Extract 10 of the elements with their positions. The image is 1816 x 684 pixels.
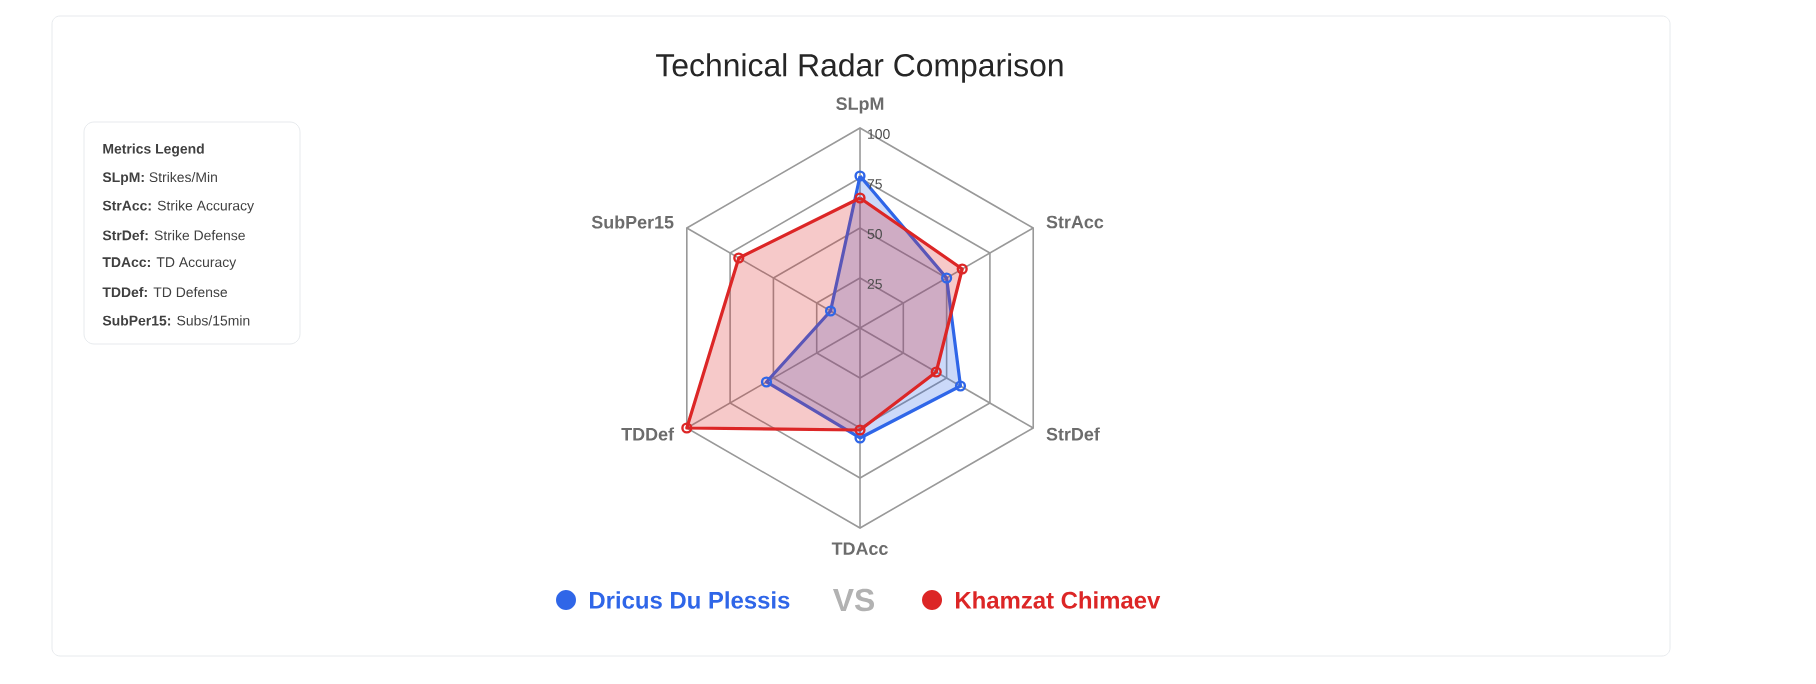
spoke-label: TDAcc bbox=[831, 542, 888, 555]
spoke-label: SLpM bbox=[836, 97, 884, 114]
legend-label: Khamzat Chimaev bbox=[956, 591, 1161, 609]
spoke-label: SubPer15 bbox=[591, 215, 674, 229]
spoke-label: StrDef bbox=[1046, 427, 1100, 441]
spoke-label: StrAcc bbox=[1046, 215, 1104, 229]
chart-title: Technical Radar Comparison bbox=[656, 53, 1063, 83]
text: VS bbox=[832, 588, 875, 612]
spoke-label: TDDef bbox=[621, 427, 675, 441]
legend-label: Dricus Du Plessis bbox=[590, 591, 790, 609]
